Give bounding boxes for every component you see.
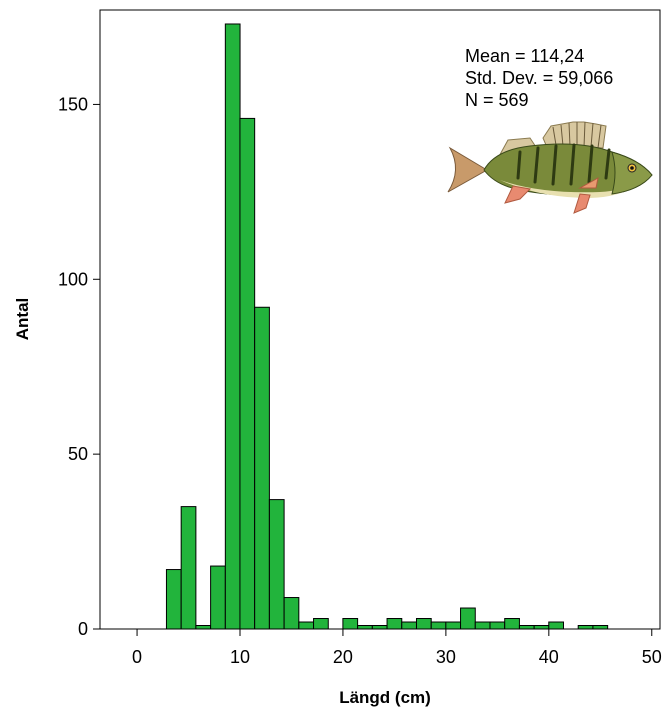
bar-4 xyxy=(224,23,241,630)
y-axis-title: Antal xyxy=(13,298,32,341)
tail-fin xyxy=(447,146,488,193)
bar-19 xyxy=(445,621,462,630)
bar-29 xyxy=(592,625,609,630)
bar-14 xyxy=(371,625,388,630)
fish-head xyxy=(611,151,653,195)
bar-25 xyxy=(533,625,550,630)
x-tick-label-10: 10 xyxy=(230,647,250,667)
bar-13 xyxy=(357,625,373,630)
bar-7 xyxy=(268,499,285,630)
bar-1 xyxy=(180,506,197,630)
y-tick-label-100: 100 xyxy=(58,269,88,289)
stat-std-dev: Std. Dev. = 59,066 xyxy=(465,68,613,88)
dorsal-spines xyxy=(552,121,602,149)
y-tick-label-150: 150 xyxy=(58,94,88,114)
bar-18 xyxy=(430,621,447,630)
x-tick-label-30: 30 xyxy=(436,647,456,667)
pelvic-fin xyxy=(573,193,591,214)
bar-21 xyxy=(474,621,491,630)
stat-mean: Mean = 114,24 xyxy=(465,46,584,66)
bar-23 xyxy=(504,618,520,630)
x-tick-label-50: 50 xyxy=(642,647,662,667)
fish-belly xyxy=(500,180,645,198)
bar-5 xyxy=(239,117,256,630)
y-tick-label-50: 50 xyxy=(68,444,88,464)
x-axis-title: Längd (cm) xyxy=(339,688,431,707)
x-tick-label-0: 0 xyxy=(132,647,142,667)
bar-9 xyxy=(298,621,315,630)
perch-fish-illustration xyxy=(447,121,653,214)
bar-3 xyxy=(210,565,226,630)
bar-26 xyxy=(548,621,564,630)
fish-pupil xyxy=(630,166,634,170)
bars-group xyxy=(165,23,609,630)
anal-fin xyxy=(504,185,532,204)
bar-12 xyxy=(342,618,359,630)
stats-box: Mean = 114,24 Std. Dev. = 59,066 N = 569 xyxy=(465,46,613,110)
x-tick-label-20: 20 xyxy=(333,647,353,667)
x-tick-label-40: 40 xyxy=(539,647,559,667)
bar-20 xyxy=(460,607,476,630)
bar-17 xyxy=(415,618,432,630)
pectoral-fin xyxy=(578,177,599,189)
ticks-group: 0 10 20 30 40 50 0 50 100 150 xyxy=(58,94,662,667)
bar-6 xyxy=(254,306,270,630)
bar-24 xyxy=(518,625,535,630)
bar-16 xyxy=(401,621,417,630)
y-tick-label-0: 0 xyxy=(78,619,88,639)
body-stripes xyxy=(516,143,611,186)
bar-15 xyxy=(386,618,403,630)
bar-10 xyxy=(313,618,329,630)
bar-0 xyxy=(165,569,182,630)
bar-22 xyxy=(489,621,506,630)
bar-28 xyxy=(577,625,594,630)
stat-n: N = 569 xyxy=(465,90,529,110)
bar-8 xyxy=(283,597,300,630)
bar-2 xyxy=(195,625,212,630)
